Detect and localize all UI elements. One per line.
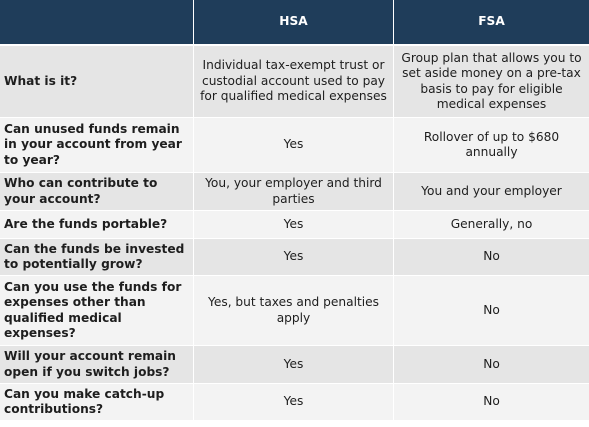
row-hsa-answer: Yes xyxy=(194,118,394,173)
table-row: Can unused funds remain in your account … xyxy=(0,118,589,173)
row-fsa-answer: No xyxy=(394,276,589,346)
row-question: Can you use the funds for expenses other… xyxy=(0,276,194,346)
table-row: Can the funds be invested to potentially… xyxy=(0,239,589,276)
row-fsa-answer: You and your employer xyxy=(394,173,589,211)
row-question: Can you make catch-up contributions? xyxy=(0,384,194,421)
header-row: HSA FSA xyxy=(0,0,589,46)
header-corner-cell xyxy=(0,0,194,46)
row-hsa-answer: Individual tax-exempt trust or custodial… xyxy=(194,46,394,118)
row-question: Can the funds be invested to potentially… xyxy=(0,239,194,276)
table-row: Can you make catch-up contributions? Yes… xyxy=(0,384,589,421)
table-row: Are the funds portable? Yes Generally, n… xyxy=(0,211,589,239)
table-row: Can you use the funds for expenses other… xyxy=(0,276,589,346)
table-row: What is it? Individual tax-exempt trust … xyxy=(0,46,589,118)
row-fsa-answer: Rollover of up to $680 annually xyxy=(394,118,589,173)
row-hsa-answer: Yes, but taxes and penalties apply xyxy=(194,276,394,346)
header-hsa: HSA xyxy=(194,0,394,46)
row-fsa-answer: Group plan that allows you to set aside … xyxy=(394,46,589,118)
table-row: Will your account remain open if you swi… xyxy=(0,346,589,384)
row-fsa-answer: No xyxy=(394,346,589,384)
row-question: Can unused funds remain in your account … xyxy=(0,118,194,173)
row-question: Are the funds portable? xyxy=(0,211,194,239)
row-question: Who can contribute to your account? xyxy=(0,173,194,211)
row-question: What is it? xyxy=(0,46,194,118)
header-fsa: FSA xyxy=(394,0,589,46)
row-question: Will your account remain open if you swi… xyxy=(0,346,194,384)
row-hsa-answer: Yes xyxy=(194,384,394,421)
row-hsa-answer: You, your employer and third parties xyxy=(194,173,394,211)
row-hsa-answer: Yes xyxy=(194,211,394,239)
row-fsa-answer: No xyxy=(394,384,589,421)
row-fsa-answer: Generally, no xyxy=(394,211,589,239)
table-row: Who can contribute to your account? You,… xyxy=(0,173,589,211)
row-fsa-answer: No xyxy=(394,239,589,276)
row-hsa-answer: Yes xyxy=(194,346,394,384)
row-hsa-answer: Yes xyxy=(194,239,394,276)
